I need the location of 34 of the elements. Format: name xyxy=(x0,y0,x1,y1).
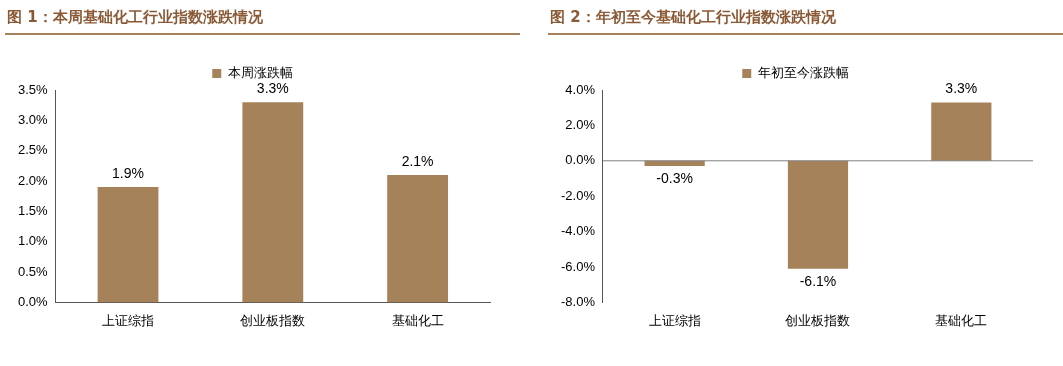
bar xyxy=(387,174,449,303)
y-tick-label: 4.0% xyxy=(565,81,596,97)
y-tick-label: -6.0% xyxy=(560,258,596,274)
y-tick-label: 1.5% xyxy=(17,202,49,218)
y-tick-label: 0.5% xyxy=(17,263,49,279)
y-tick-label: 2.0% xyxy=(565,116,596,132)
y-tick-label: -8.0% xyxy=(560,293,596,309)
bar xyxy=(97,187,159,303)
y-tick-label: 2.5% xyxy=(17,142,49,158)
data-label: -6.1% xyxy=(799,272,837,289)
data-label: 2.1% xyxy=(401,152,434,169)
x-tick-label: 上证综指 xyxy=(102,312,155,328)
y-tick-label: 0.0% xyxy=(565,152,596,168)
legend-label: 年初至今涨跌幅 xyxy=(757,65,849,81)
y-tick-label: -4.0% xyxy=(560,223,596,239)
x-tick-label: 创业板指数 xyxy=(785,312,851,328)
y-tick-label: 0.0% xyxy=(17,293,49,309)
data-label: -0.3% xyxy=(656,169,693,186)
x-tick-label: 上证综指 xyxy=(648,312,701,328)
data-label: 3.3% xyxy=(945,80,978,97)
data-label: 1.9% xyxy=(112,164,144,181)
y-tick-label: 3.5% xyxy=(17,81,49,97)
x-tick-label: 基础化工 xyxy=(391,312,444,328)
bar xyxy=(242,102,304,303)
x-tick-label: 创业板指数 xyxy=(240,312,306,328)
data-label: 3.3% xyxy=(256,80,289,96)
y-tick-label: 2.0% xyxy=(17,172,49,188)
chart-title: 图 2：年初至今基础化工行业指数涨跌情况 xyxy=(548,8,1063,35)
y-tick-label: 1.0% xyxy=(17,233,49,249)
y-tick-label: -2.0% xyxy=(560,187,596,203)
x-tick-label: 基础化工 xyxy=(935,312,988,328)
chart-title: 图 1：本周基础化工行业指数涨跌情况 xyxy=(5,8,520,35)
legend-label: 本周涨跌幅 xyxy=(227,65,293,81)
y-tick-label: 3.0% xyxy=(17,111,49,127)
